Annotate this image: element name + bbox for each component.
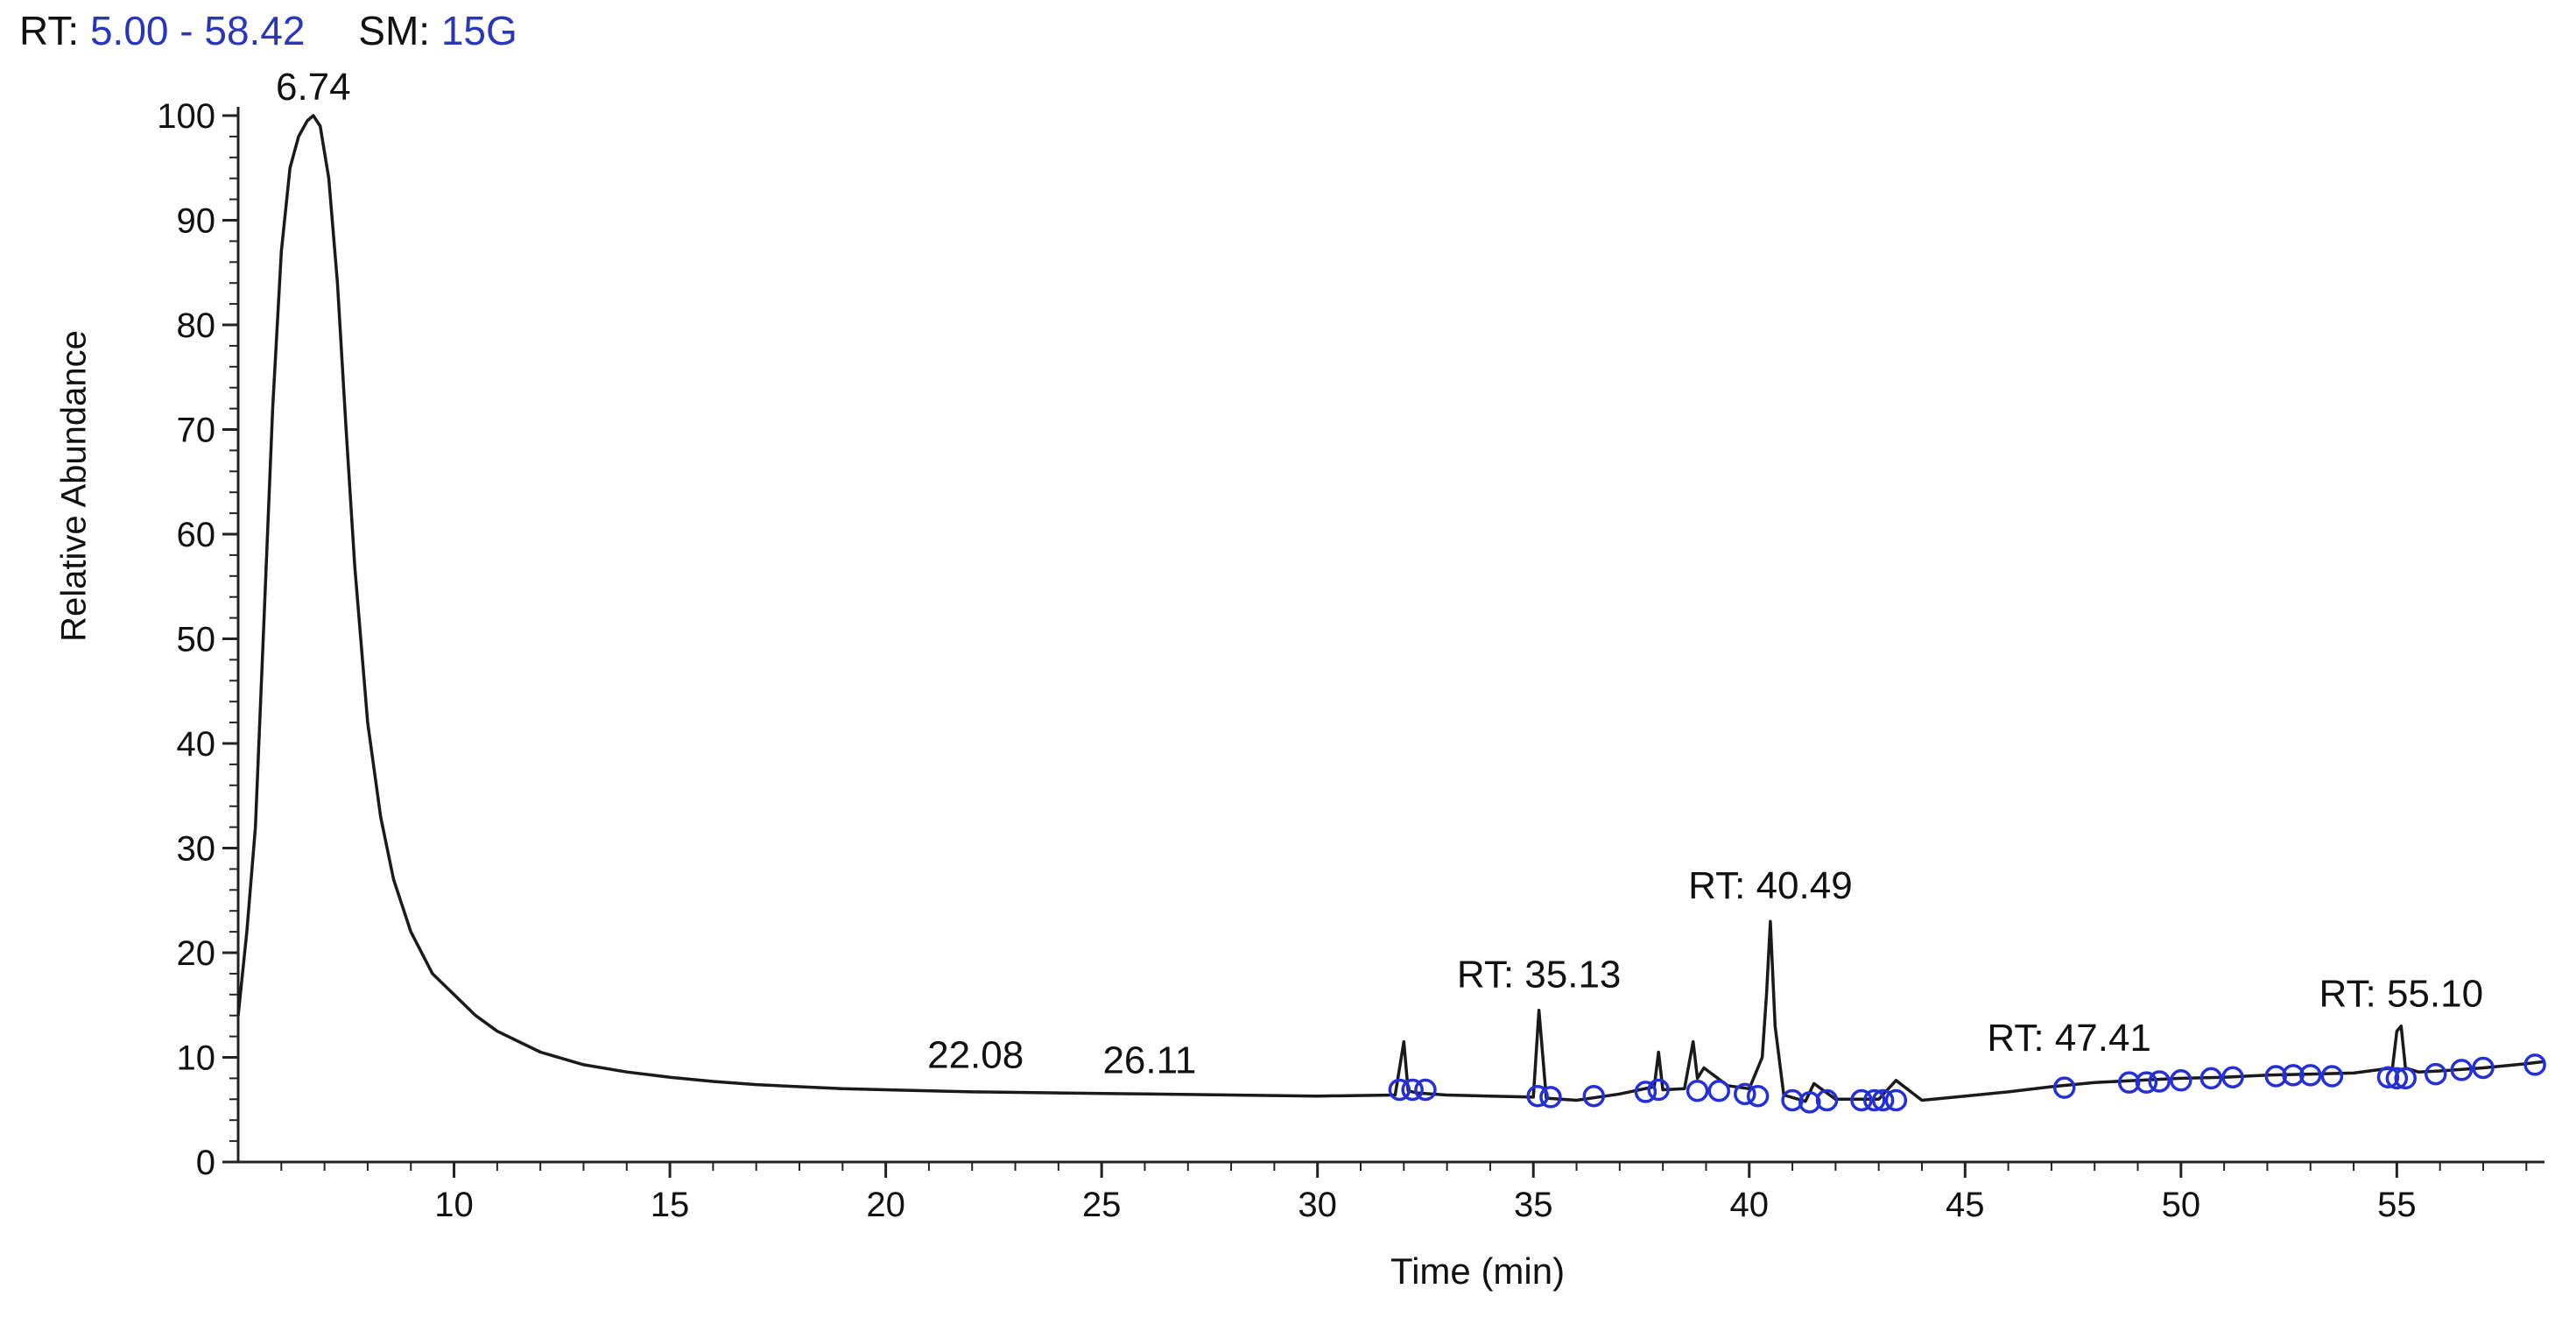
peak-marker [1634, 1081, 1658, 1103]
peak-marker [2394, 1067, 2417, 1090]
y-tick-label: 10 [177, 1039, 216, 1078]
peak-marker [2282, 1064, 2305, 1087]
peak-marker [2117, 1071, 2141, 1094]
peak-marker [2221, 1066, 2244, 1088]
peak-marker [1686, 1079, 1709, 1102]
peak-marker [1388, 1078, 1411, 1102]
peak-marker [2199, 1067, 2223, 1090]
x-tick-label: 10 [434, 1186, 474, 1224]
sm-value: 15G [440, 8, 517, 53]
peak-marker [1526, 1084, 1549, 1108]
peak-marker [1850, 1088, 1873, 1112]
peak-marker [1539, 1086, 1562, 1109]
peak-marker [1815, 1088, 1839, 1112]
x-tick-label: 25 [1082, 1186, 1122, 1224]
tic-trace-line [236, 114, 2545, 1103]
peak-marker [2052, 1076, 2076, 1099]
y-tick-label: 0 [196, 1144, 215, 1182]
y-tick-label: 90 [177, 202, 216, 241]
peak-label: RT: 47.41 [1987, 1017, 2151, 1060]
peak-marker [2472, 1056, 2495, 1080]
peak-marker [2170, 1069, 2192, 1092]
x-tick-label: 55 [2377, 1186, 2417, 1224]
peak-marker [2148, 1070, 2171, 1093]
peak-label: RT: 40.49 [1688, 864, 1853, 907]
peak-marker [1401, 1078, 1424, 1102]
y-tick-label: 100 [157, 97, 215, 136]
y-tick-label: 80 [177, 306, 216, 345]
peak-marker [1746, 1084, 1770, 1108]
y-tick-label: 70 [177, 412, 216, 450]
x-tick-label: 45 [1946, 1186, 1985, 1224]
peak-label-group: 6.74 22.08 26.11 RT: 35.13 RT: 40.49 RT: 47.4… [276, 66, 2483, 1081]
peak-marker [2299, 1064, 2322, 1087]
x-tick-label: 40 [1730, 1186, 1770, 1224]
peak-marker [1884, 1088, 1908, 1112]
rt-key: RT: [19, 8, 80, 53]
peak-marker [2376, 1066, 2400, 1088]
peak-marker [2523, 1053, 2546, 1076]
peak-marker [1734, 1082, 1756, 1106]
x-axis-label: Time (min) [1390, 1250, 1566, 1292]
peak-marker [2264, 1065, 2288, 1088]
peak-marker [1582, 1084, 1606, 1108]
peak-marker [1798, 1091, 1821, 1114]
peak-label: 26.11 [1102, 1039, 1196, 1081]
y-tick-label: 20 [177, 934, 216, 973]
peak-marker [1781, 1088, 1804, 1112]
peak-marker [2385, 1067, 2409, 1090]
axes: 0 10 20 30 40 50 60 70 80 90 100 10 15 20 25 30 35 40 45 50… [157, 97, 2544, 1224]
peak-marker [1707, 1079, 1730, 1102]
peak-marker [2450, 1059, 2474, 1081]
x-tick-label: 35 [1514, 1186, 1553, 1224]
peak-marker [2135, 1071, 2158, 1094]
y-tick-label: 50 [177, 621, 216, 659]
peak-label: RT: 35.13 [1457, 954, 1622, 997]
y-tick-label: 60 [177, 516, 216, 554]
y-tick-label: 40 [177, 725, 216, 764]
marker-group [1388, 1053, 2546, 1114]
peak-marker [2424, 1062, 2447, 1086]
peak-marker [2320, 1065, 2344, 1088]
y-tick-label: 30 [177, 830, 216, 869]
trace-group [236, 114, 2545, 1103]
peak-marker [1862, 1088, 1886, 1112]
x-tick-label: 30 [1298, 1186, 1337, 1224]
peak-label: 6.74 [276, 66, 351, 109]
peak-label: 22.08 [927, 1034, 1024, 1077]
x-tick-label: 15 [651, 1186, 690, 1224]
peak-marker [1647, 1078, 1670, 1102]
range-header: RT: 5.00 - 58.42 SM: 15G [19, 7, 517, 54]
x-tick-label: 20 [866, 1186, 905, 1224]
peak-marker [1414, 1078, 1437, 1102]
peak-marker [1871, 1088, 1895, 1112]
peak-label: RT: 55.10 [2319, 973, 2484, 1016]
x-tick-label: 50 [2162, 1186, 2201, 1224]
sm-key: SM: [358, 8, 431, 53]
rt-value: 5.00 - 58.42 [89, 8, 306, 53]
